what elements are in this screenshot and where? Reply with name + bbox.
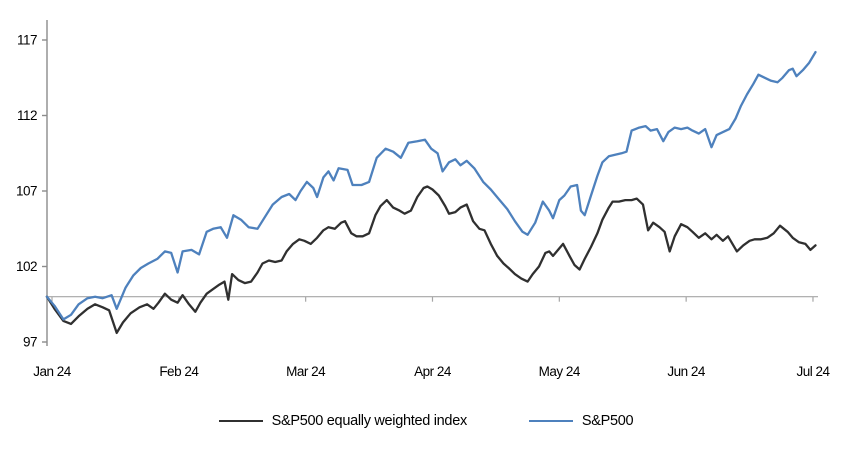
y-tick-label: 107	[16, 184, 37, 199]
x-tick-label: Jul 24	[796, 364, 830, 379]
x-tick-label: Apr 24	[414, 364, 452, 379]
legend-item-sp500-equal-weight: S&P500 equally weighted index	[218, 412, 468, 429]
x-tick-label: Jun 24	[667, 364, 706, 379]
chart-canvas: 97 102 107 112 117 Jan 24 Feb 24 Mar 24 Apr 24 Ma…	[16, 20, 831, 379]
x-tick-label: May 24	[539, 364, 581, 379]
chart-legend: S&P500 equally weighted index S&P500	[0, 408, 852, 434]
sp500-equal-weight-line	[45, 185, 817, 335]
y-tick-label: 97	[23, 335, 37, 350]
legend-label: S&P500 equally weighted index	[271, 412, 468, 429]
y-tick-label: 112	[17, 108, 37, 123]
legend-item-sp500: S&P500	[528, 412, 634, 429]
x-tick-label: Jan 24	[33, 364, 72, 379]
sp500-equal-weight-line-swatch	[218, 419, 263, 423]
y-tick-label: 117	[17, 33, 37, 48]
x-tick-label: Feb 24	[159, 364, 199, 379]
sp500-line-swatch	[528, 419, 573, 423]
x-tick-label: Mar 24	[286, 364, 326, 379]
legend-label: S&P500	[581, 412, 634, 429]
y-tick-label: 102	[16, 259, 37, 274]
sp500-line	[45, 50, 817, 321]
